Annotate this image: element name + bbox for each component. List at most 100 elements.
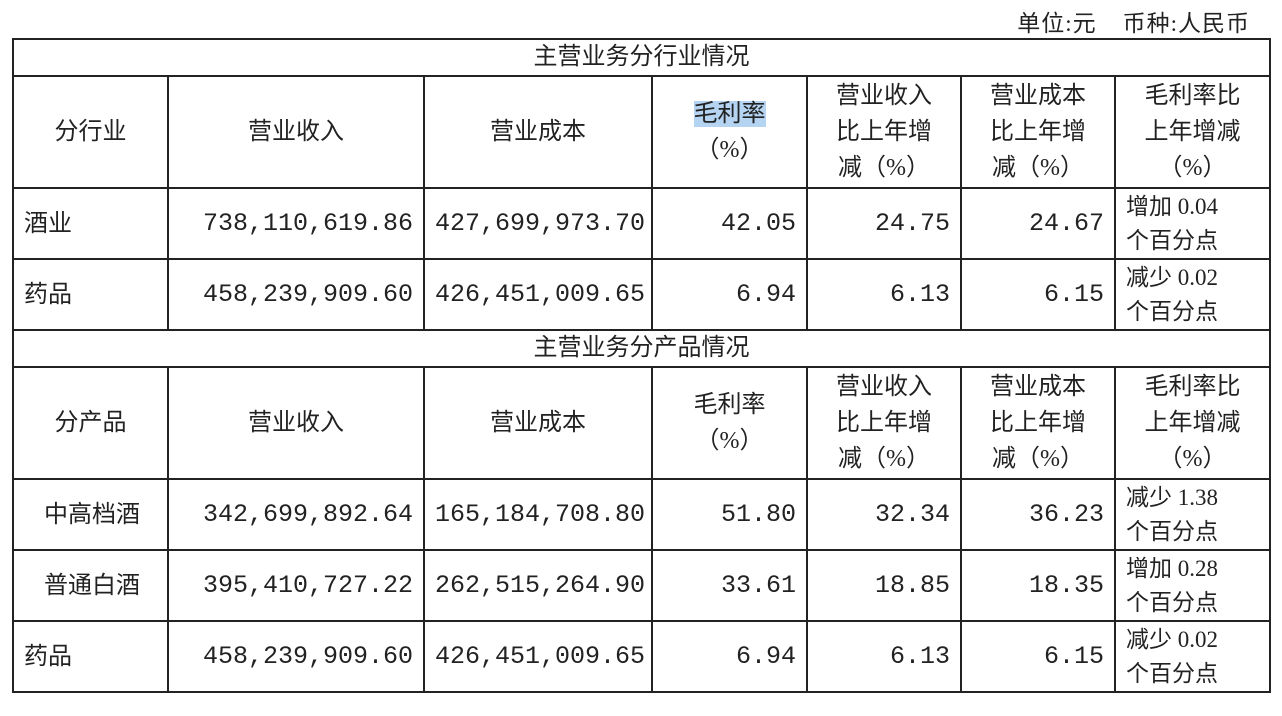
cell-revenue: 458,239,909.60 [167, 620, 425, 693]
table-row: 普通白酒 395,410,727.22 262,515,264.90 33.61 18.… [12, 549, 1271, 622]
cell-revenue: 458,239,909.60 [167, 258, 425, 331]
main-business-table: 主营业务分行业情况 分行业 营业收入 营业成本 毛利率 （%） 营业收入 比上年增 减（%） 营业… [12, 38, 1271, 693]
row-name: 药品 [12, 258, 169, 331]
column-header: 营业成本 [423, 75, 653, 189]
header-text: 减（%） [992, 155, 1084, 181]
column-header: 分行业 [12, 75, 169, 189]
cell-revenue: 738,110,619.86 [167, 187, 425, 260]
table-row: 中高档酒 342,699,892.64 165,184,708.80 51.80 32.… [12, 478, 1271, 551]
header-text: 营业成本 [490, 410, 586, 436]
margin-change-line: 个百分点 [1126, 298, 1218, 324]
margin-change-line: 个百分点 [1126, 660, 1218, 686]
cell-revenue: 395,410,727.22 [167, 549, 425, 622]
header-text: 减（%） [838, 155, 930, 181]
unit-currency-note: 单位:元 币种:人民币 [1017, 4, 1250, 38]
column-header: 毛利率比上年增减 （%） [1114, 75, 1271, 189]
header-text: 营业成本 [490, 119, 586, 145]
header-text: 分产品 [54, 410, 127, 436]
cell-cost-change: 18.35 [960, 549, 1116, 622]
column-header: 营业收入 [167, 366, 425, 480]
row-name: 普通白酒 [12, 549, 169, 622]
cell-margin-change: 减少 1.38 个百分点 [1114, 478, 1271, 551]
section-title: 主营业务分产品情况 [12, 329, 1271, 368]
row-name: 药品 [12, 620, 169, 693]
header-text: 上年增减 [1144, 410, 1241, 436]
header-text: （%） [695, 137, 764, 163]
column-header: 营业成本比上年增减（%） [960, 75, 1116, 189]
margin-change-line: 增加 0.28 [1126, 555, 1218, 581]
header-text: 营业收入 [836, 374, 932, 400]
column-header: 分产品 [12, 366, 169, 480]
margin-change-line: 减少 0.02 [1126, 264, 1218, 290]
cell-gross-margin: 33.61 [651, 549, 808, 622]
cell-margin-change: 增加 0.04 个百分点 [1114, 187, 1271, 260]
column-header: 营业收入比上年增减（%） [806, 366, 962, 480]
header-text: 毛利率比 [1144, 83, 1241, 109]
margin-change-line: 减少 1.38 [1126, 484, 1218, 510]
row-name: 酒业 [12, 187, 169, 260]
section-title: 主营业务分行业情况 [12, 38, 1271, 77]
header-row: 分产品 营业收入 营业成本 毛利率 （%） 营业收入 比上年增 减（%） 营业成本 比上年增 减（%… [12, 366, 1271, 480]
cell-gross-margin: 51.80 [651, 478, 808, 551]
cell-cost: 427,699,973.70 [423, 187, 653, 260]
margin-change-line: 增加 0.04 [1126, 193, 1218, 219]
header-text: 毛利率 [693, 101, 766, 127]
header-text: 比上年增 [836, 410, 932, 436]
cell-revenue-change: 6.13 [806, 258, 962, 331]
header-text: （%） [695, 428, 764, 454]
cell-gross-margin: 42.05 [651, 187, 808, 260]
cell-margin-change: 减少 0.02 个百分点 [1114, 258, 1271, 331]
cell-cost-change: 6.15 [960, 258, 1116, 331]
header-text: 减（%） [992, 446, 1084, 472]
cell-revenue: 342,699,892.64 [167, 478, 425, 551]
header-row: 分行业 营业收入 营业成本 毛利率 （%） 营业收入 比上年增 减（%） 营业成本 比上年增 减（%… [12, 75, 1271, 189]
column-header: 营业成本 [423, 366, 653, 480]
row-name: 中高档酒 [12, 478, 169, 551]
margin-change-line: 个百分点 [1126, 227, 1218, 253]
header-text: 营业成本 [990, 83, 1086, 109]
cell-margin-change: 增加 0.28 个百分点 [1114, 549, 1271, 622]
header-text: 营业收入 [836, 83, 932, 109]
column-header: 营业成本比上年增减（%） [960, 366, 1116, 480]
cell-margin-change: 减少 0.02 个百分点 [1114, 620, 1271, 693]
table-row: 酒业 738,110,619.86 427,699,973.70 42.05 24.75… [12, 187, 1271, 260]
cell-cost: 426,451,009.65 [423, 620, 653, 693]
column-header: 毛利率 （%） [651, 366, 808, 480]
column-header: 营业收入比上年增减（%） [806, 75, 962, 189]
cell-cost-change: 24.67 [960, 187, 1116, 260]
cell-cost-change: 6.15 [960, 620, 1116, 693]
cell-cost-change: 36.23 [960, 478, 1116, 551]
header-text: 营业收入 [248, 410, 344, 436]
cell-revenue-change: 6.13 [806, 620, 962, 693]
unit-label: 单位:元 [1017, 11, 1097, 36]
margin-change-line: 个百分点 [1126, 589, 1218, 615]
header-text: 营业成本 [990, 374, 1086, 400]
table-row: 药品 458,239,909.60 426,451,009.65 6.94 6.13 6.… [12, 620, 1271, 693]
header-text: 毛利率 [693, 392, 766, 418]
currency-label: 币种:人民币 [1122, 11, 1250, 36]
cell-cost: 426,451,009.65 [423, 258, 653, 331]
header-text: 比上年增 [990, 410, 1086, 436]
header-text: （%） [1158, 155, 1227, 181]
header-text: 上年增减 [1144, 119, 1241, 145]
cell-revenue-change: 18.85 [806, 549, 962, 622]
header-text: 比上年增 [836, 119, 932, 145]
header-text: 毛利率比 [1144, 374, 1241, 400]
cell-revenue-change: 24.75 [806, 187, 962, 260]
table-row: 药品 458,239,909.60 426,451,009.65 6.94 6.13 6.… [12, 258, 1271, 331]
column-header: 营业收入 [167, 75, 425, 189]
cell-gross-margin: 6.94 [651, 620, 808, 693]
column-header: 毛利率比上年增减 （%） [1114, 366, 1271, 480]
cell-gross-margin: 6.94 [651, 258, 808, 331]
header-text: （%） [1158, 446, 1227, 472]
header-text: 营业收入 [248, 119, 344, 145]
cell-revenue-change: 32.34 [806, 478, 962, 551]
cell-cost: 262,515,264.90 [423, 549, 653, 622]
cell-cost: 165,184,708.80 [423, 478, 653, 551]
margin-change-line: 个百分点 [1126, 518, 1218, 544]
header-text: 减（%） [838, 446, 930, 472]
header-text: 比上年增 [990, 119, 1086, 145]
header-text: 分行业 [54, 119, 127, 145]
margin-change-line: 减少 0.02 [1126, 626, 1218, 652]
column-header: 毛利率 （%） [651, 75, 808, 189]
